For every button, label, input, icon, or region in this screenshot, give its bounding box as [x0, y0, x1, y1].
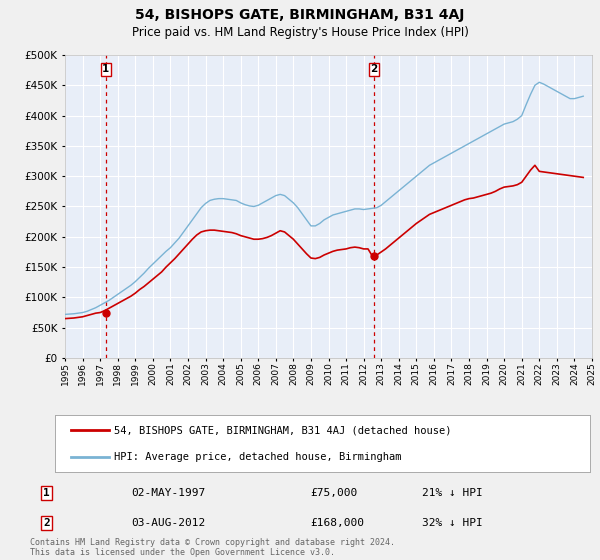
Text: HPI: Average price, detached house, Birmingham: HPI: Average price, detached house, Birm…	[114, 451, 401, 461]
Text: £75,000: £75,000	[310, 488, 357, 498]
Text: 21% ↓ HPI: 21% ↓ HPI	[422, 488, 483, 498]
Text: 03-AUG-2012: 03-AUG-2012	[131, 518, 205, 528]
Text: 1: 1	[103, 64, 110, 74]
Text: 1: 1	[43, 488, 50, 498]
Text: 54, BISHOPS GATE, BIRMINGHAM, B31 4AJ: 54, BISHOPS GATE, BIRMINGHAM, B31 4AJ	[136, 8, 464, 22]
Text: Price paid vs. HM Land Registry's House Price Index (HPI): Price paid vs. HM Land Registry's House …	[131, 26, 469, 39]
Text: 32% ↓ HPI: 32% ↓ HPI	[422, 518, 483, 528]
Text: 02-MAY-1997: 02-MAY-1997	[131, 488, 205, 498]
Text: 54, BISHOPS GATE, BIRMINGHAM, B31 4AJ (detached house): 54, BISHOPS GATE, BIRMINGHAM, B31 4AJ (d…	[114, 426, 451, 435]
Text: Contains HM Land Registry data © Crown copyright and database right 2024.
This d: Contains HM Land Registry data © Crown c…	[30, 538, 395, 557]
Text: £168,000: £168,000	[310, 518, 364, 528]
Text: 2: 2	[370, 64, 377, 74]
Text: 2: 2	[43, 518, 50, 528]
